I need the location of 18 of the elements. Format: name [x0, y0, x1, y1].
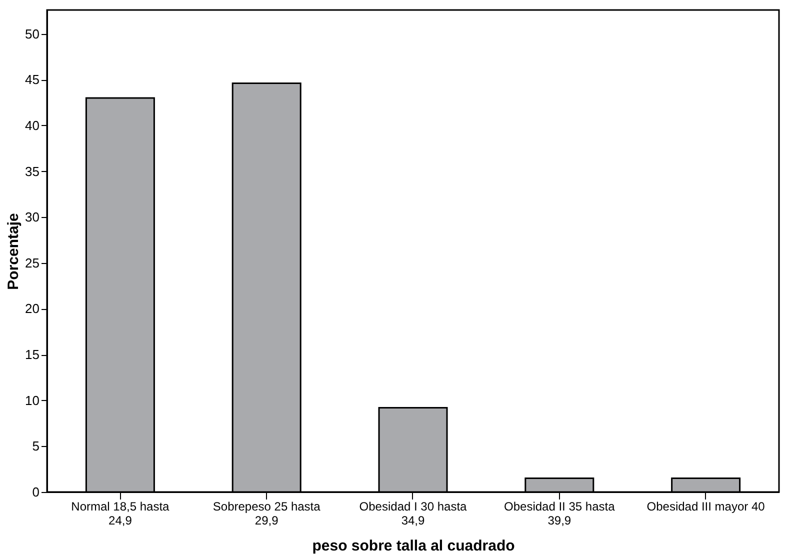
x-tick-label: Normal 18,5 hasta 24,9 [71, 500, 170, 528]
y-tick-label: 5 [32, 438, 40, 454]
y-tick-label: 30 [25, 210, 40, 225]
y-tick-label: 45 [25, 72, 40, 88]
x-tick-label: Sobrepeso 25 hasta 29,9 [212, 500, 321, 528]
y-tick-label: 50 [25, 26, 40, 42]
x-tick-label: Obesidad III mayor 40 [646, 500, 766, 514]
y-tick-label: 0 [32, 484, 40, 500]
y-axis-title: Porcentaje [5, 213, 22, 290]
x-tick-label: Obesidad II 35 hasta 39,9 [504, 500, 616, 528]
y-tick-label: 40 [25, 118, 40, 133]
y-tick-label: 10 [25, 392, 40, 408]
y-tick-label: 15 [25, 347, 40, 362]
y-tick-label: 25 [25, 255, 40, 270]
y-tick-label: 20 [25, 301, 40, 316]
x-tick-label: Obesidad I 30 hasta 34,9 [359, 500, 468, 528]
x-axis-title: peso sobre talla al cuadrado [312, 538, 515, 554]
y-tick-label: 35 [25, 164, 40, 179]
